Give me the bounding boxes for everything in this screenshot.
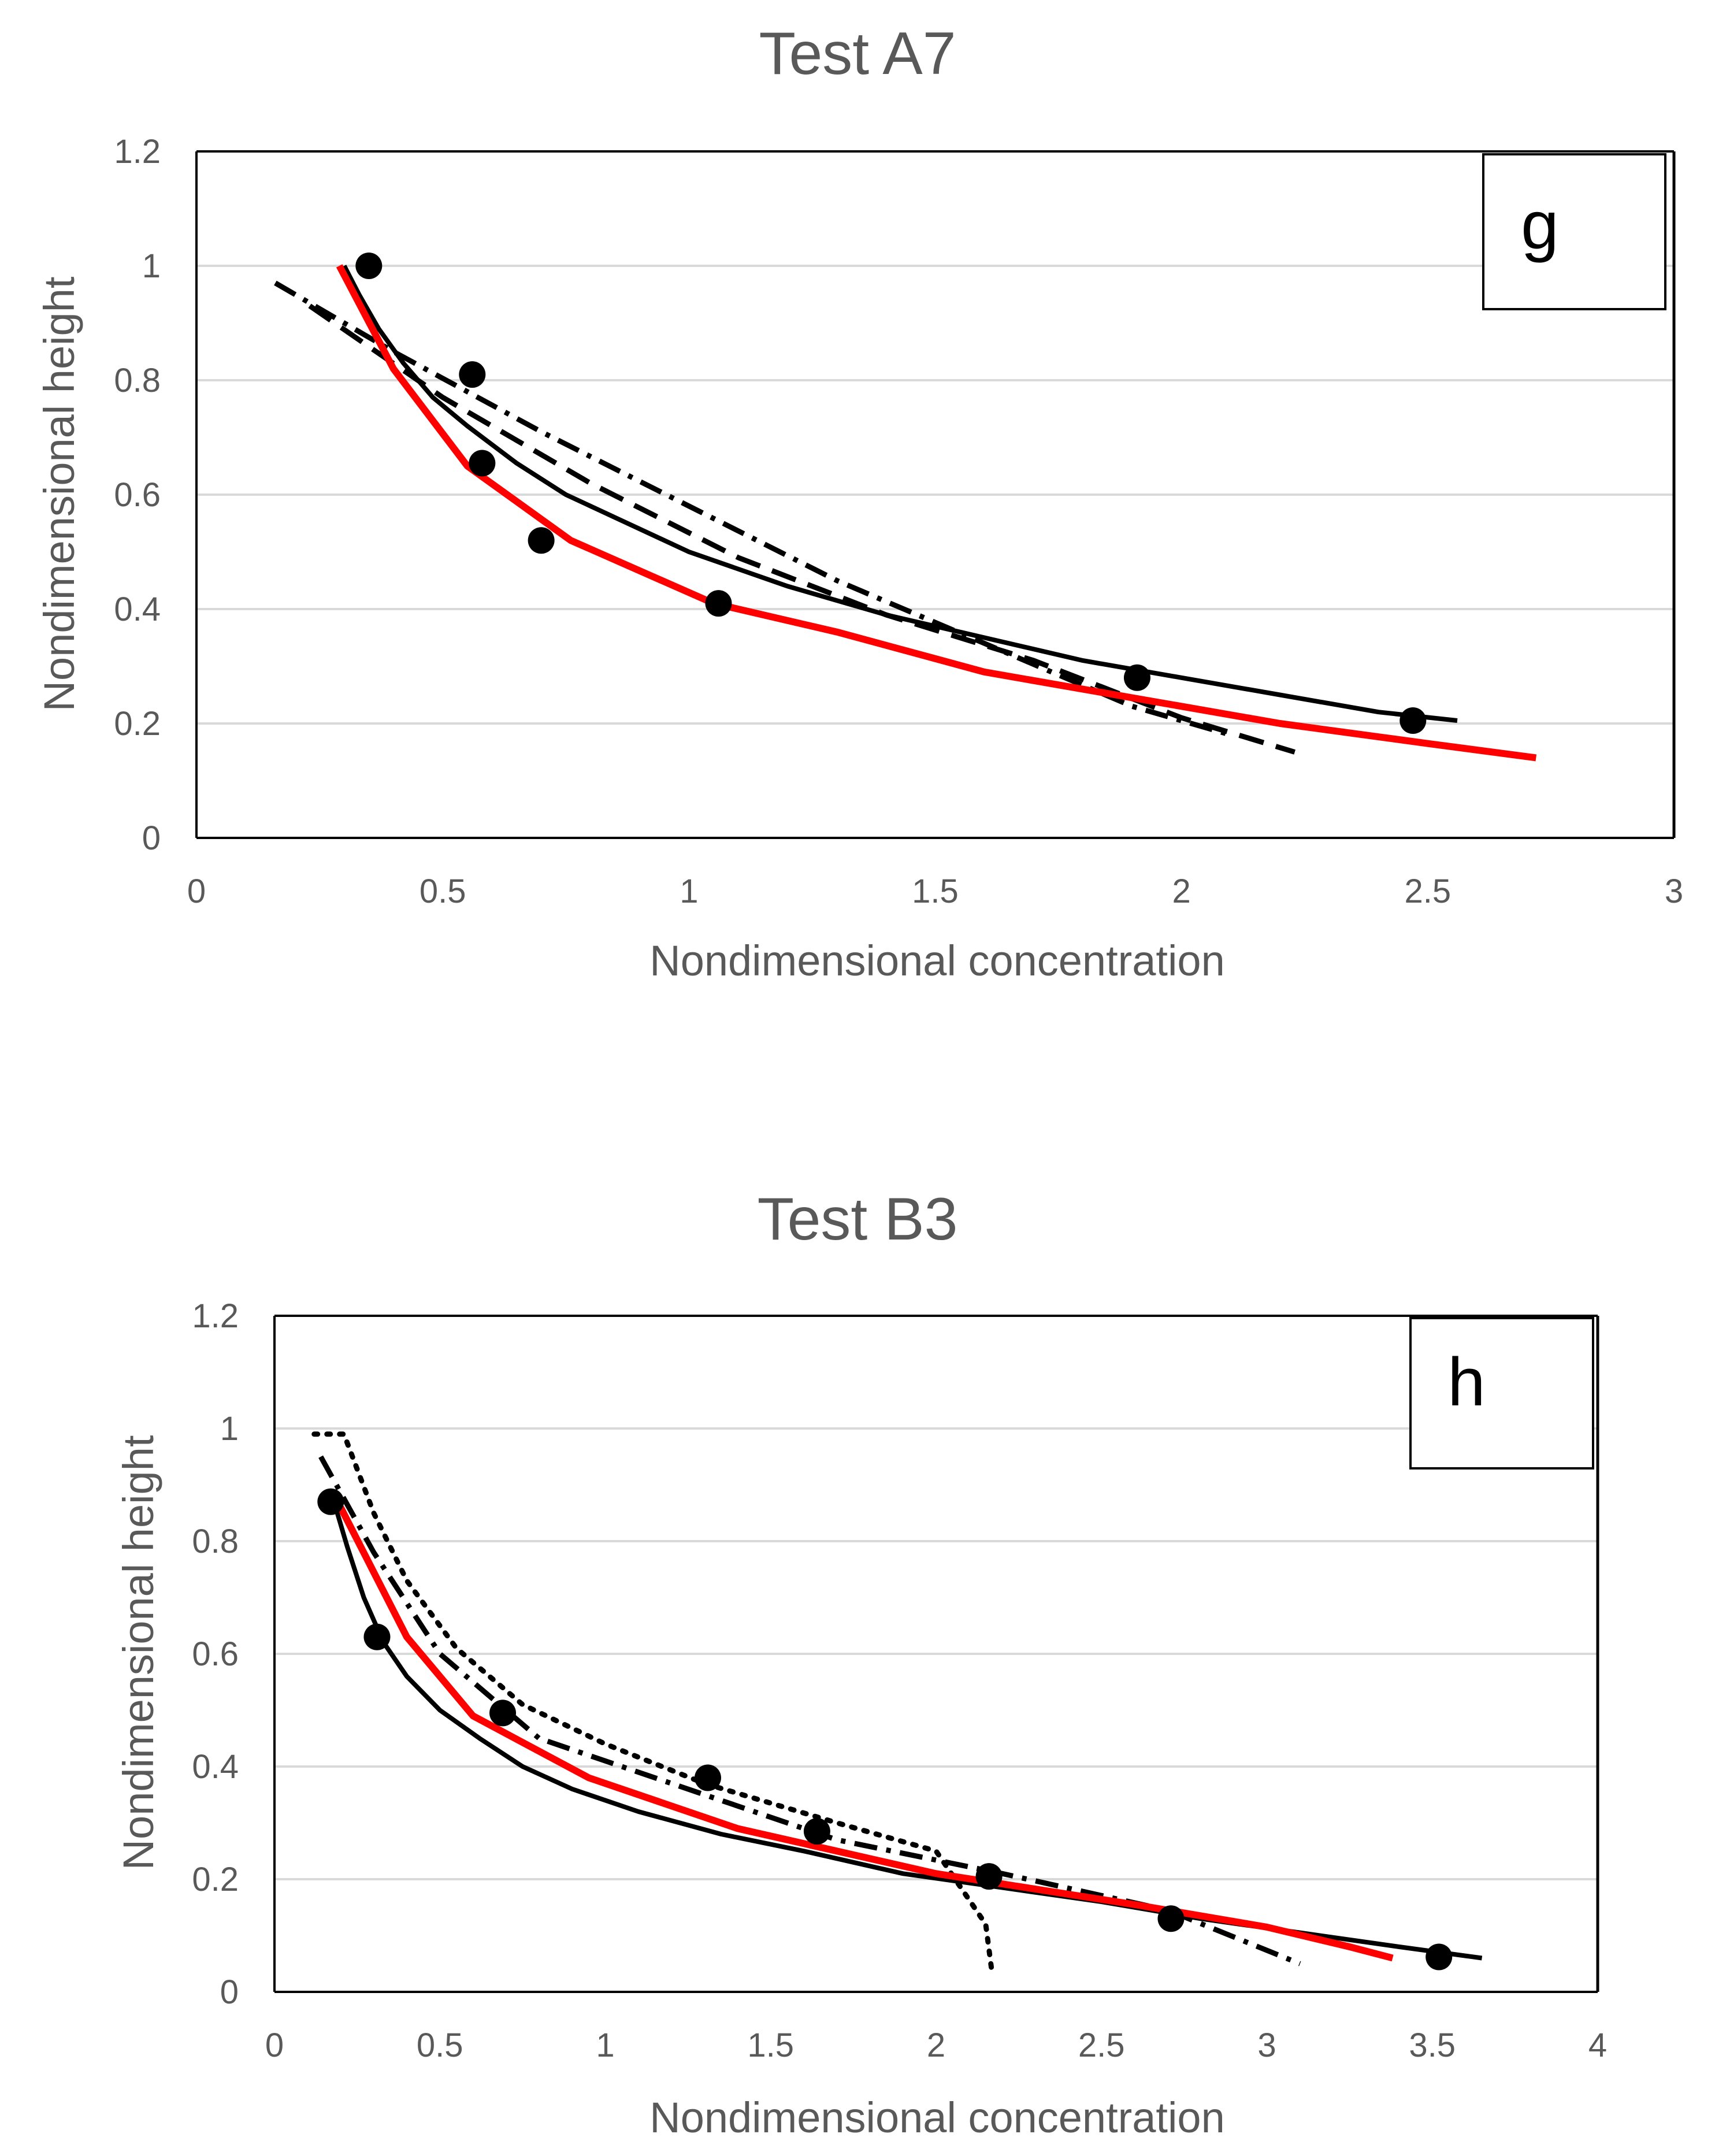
y-tick-label: 0.4 [192, 1748, 239, 1786]
axes [273, 1315, 1599, 1993]
data-point [317, 1488, 344, 1515]
x-tick-label: 3 [1665, 873, 1683, 910]
y-tick-label: 0.2 [114, 705, 161, 743]
x-tick-label: 1.5 [747, 2027, 794, 2064]
data-point [1123, 664, 1150, 691]
x-tick-label: 1 [680, 873, 698, 910]
y-tick-label: 0.8 [114, 362, 161, 399]
data-point [803, 1818, 830, 1845]
data-point [1426, 1943, 1453, 1971]
data-point [1157, 1905, 1185, 1932]
x-tick-label: 0.5 [417, 2027, 463, 2064]
x-tick-label: 3 [1257, 2027, 1276, 2064]
x-tick-label: 2 [927, 2027, 945, 2064]
series-group [274, 253, 1537, 762]
series-line-dashed [308, 303, 1296, 755]
x-tick-label: 2 [1172, 873, 1191, 910]
data-point [528, 527, 555, 554]
data-point [363, 1623, 391, 1650]
y-tick-label: 1.2 [114, 133, 161, 170]
chart-title: Test A7 [759, 20, 956, 87]
x-tick-label: 2.5 [1078, 2027, 1125, 2064]
y-tick-label: 0.4 [114, 591, 161, 628]
x-tick-labels: 0 0.5 1 1.5 2 2.5 3 [187, 873, 1683, 910]
x-tick-label: 3.5 [1409, 2027, 1456, 2064]
x-tick-label: 4 [1588, 2027, 1607, 2064]
chart-title: Test B3 [758, 1186, 958, 1253]
series-line-black-solid [342, 265, 1458, 723]
x-axis-label: Nondimensional concentration [649, 2094, 1225, 2142]
panel-label-box [1409, 1317, 1594, 1470]
x-tick-label: 1 [596, 2027, 614, 2064]
y-tick-labels: 0 0.2 0.4 0.6 0.8 1 1.2 [114, 133, 161, 857]
y-tick-label: 0 [142, 819, 161, 857]
y-axis-label: Nondimensional height [114, 1435, 162, 1870]
series-line-red-solid [337, 1505, 1394, 1962]
y-axis-label: Nondimensional height [35, 276, 83, 711]
data-point [1400, 707, 1427, 734]
series-line-dotted [311, 1431, 995, 1978]
data-point [975, 1863, 1003, 1890]
x-tick-label: 0 [265, 2027, 284, 2064]
y-tick-label: 0 [220, 1973, 239, 2011]
data-point [459, 361, 486, 388]
x-axis-label: Nondimensional concentration [649, 937, 1225, 985]
data-point [355, 253, 383, 279]
x-tick-label: 1.5 [912, 873, 959, 910]
y-tick-label: 1.2 [192, 1297, 239, 1335]
y-tick-label: 0.6 [192, 1635, 239, 1673]
y-tick-label: 1 [220, 1410, 239, 1448]
chart-test-b3: Test B3 0 0.2 0.4 0.6 0.8 1 1.2 0 0.5 1 1.5 2 2.5 3 3… [114, 1186, 1607, 2142]
gridlines [196, 150, 1674, 725]
panel-label: g [1521, 187, 1559, 264]
data-point [694, 1764, 721, 1791]
chart-test-a7: Test A7 00.20.40.60.811.2 0 0.5 1 1.5 2 2.5 3 … [35, 20, 1683, 985]
x-tick-label: 0 [187, 873, 206, 910]
y-tick-label: 0.2 [192, 1861, 239, 1898]
y-tick-label: 0.8 [192, 1523, 239, 1560]
axes [195, 150, 1676, 839]
x-tick-labels: 0 0.5 1 1.5 2 2.5 3 3.5 4 [265, 2027, 1607, 2064]
x-tick-label: 2.5 [1405, 873, 1452, 910]
panel-label: h [1447, 1344, 1486, 1420]
data-point [469, 450, 496, 477]
panel-label-box [1482, 153, 1666, 310]
gridlines [274, 1315, 1598, 1880]
y-tick-labels: 0 0.2 0.4 0.6 0.8 1 1.2 [192, 1297, 239, 2011]
y-tick-label: 1 [142, 247, 161, 285]
series-line-dash-dot [274, 280, 1232, 738]
data-point [489, 1699, 517, 1727]
x-tick-label: 0.5 [420, 873, 466, 910]
y-tick-label: 0.6 [114, 476, 161, 514]
series-line-red-solid [336, 264, 1537, 762]
data-point [705, 590, 732, 617]
series-group [311, 1431, 1483, 1978]
